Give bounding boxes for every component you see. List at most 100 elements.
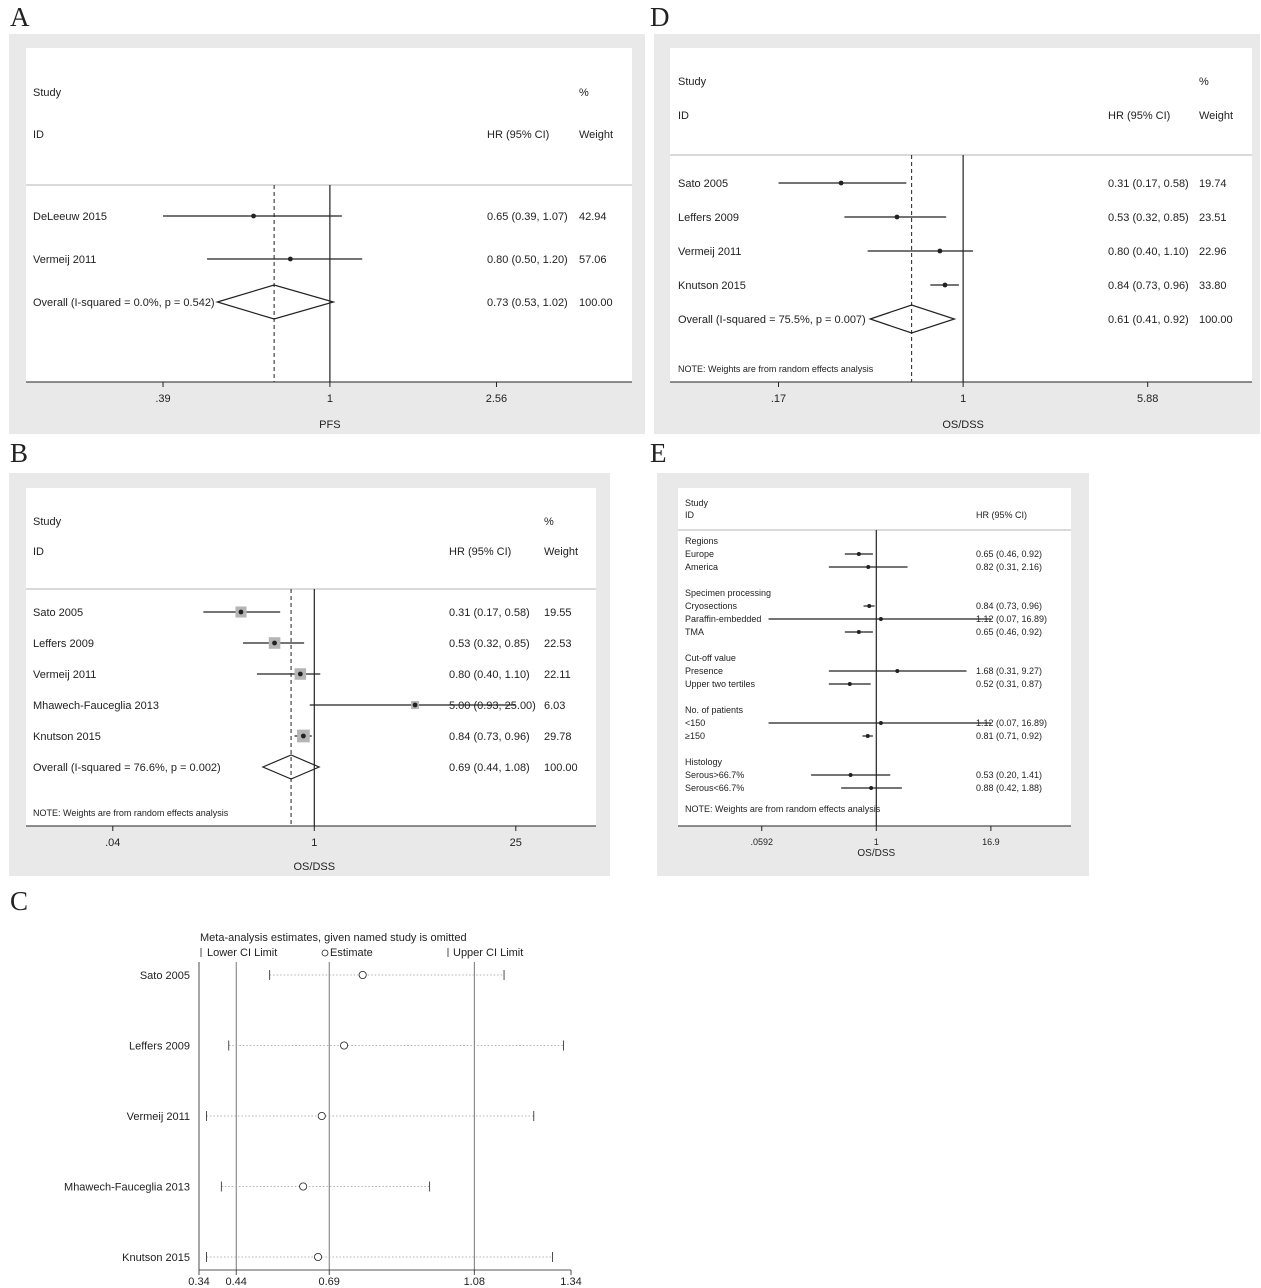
panel-c-tick-label: 1.08 bbox=[464, 1276, 485, 1288]
panel-e-row-label: Serous>66.7% bbox=[685, 770, 744, 780]
panel-e-point-estimate bbox=[856, 630, 861, 634]
panel-e-header-id: ID bbox=[685, 510, 695, 520]
panel-e-row-label: TMA bbox=[685, 627, 704, 637]
panel-a-header-hr: HR (95% CI) bbox=[487, 129, 549, 141]
panel-e-hr-value: 0.53 (0.20, 1.41) bbox=[976, 770, 1042, 780]
panel-a-header-id: ID bbox=[33, 129, 44, 141]
panel-c-tick-label: 0.44 bbox=[225, 1276, 246, 1288]
panel-a-overall-diamond bbox=[215, 284, 336, 320]
panel-d-hr-value: 0.80 (0.40, 1.10) bbox=[1108, 246, 1189, 258]
panel-b-hr-value: 0.80 (0.40, 1.10) bbox=[449, 669, 530, 681]
panel-b-point-estimate bbox=[272, 640, 277, 646]
panel-a-overall-weight: 100.00 bbox=[579, 297, 613, 309]
panel-b-tick-label: 25 bbox=[510, 837, 522, 849]
panel-b-study-label: Knutson 2015 bbox=[33, 731, 101, 743]
panel-b-overall-weight: 100.00 bbox=[544, 762, 578, 774]
panel-e-row-label: Presence bbox=[685, 666, 723, 676]
panel-a-hr-value: 0.80 (0.50, 1.20) bbox=[487, 254, 568, 266]
panel-d-plot-area bbox=[670, 48, 1252, 382]
panel-b-tick-label: .04 bbox=[105, 837, 120, 849]
panel-e-row-label: ≥150 bbox=[685, 731, 705, 741]
panel-e-hr-value: 0.88 (0.42, 1.88) bbox=[976, 783, 1042, 793]
panel-e-group-title: Histology bbox=[685, 757, 723, 767]
panel-d-note: NOTE: Weights are from random effects an… bbox=[678, 364, 874, 374]
panel-e-hr-value: 1.12 (0.07, 16.89) bbox=[976, 614, 1047, 624]
panel-b-point-estimate bbox=[297, 671, 303, 677]
panel-e-hr-value: 0.65 (0.46, 0.92) bbox=[976, 627, 1042, 637]
panel-c-estimate bbox=[314, 1253, 323, 1262]
panel-b-overall-diamond bbox=[261, 754, 321, 780]
panel-c-estimate bbox=[299, 1182, 308, 1191]
panel-e-point-estimate bbox=[867, 604, 872, 608]
panel-c-estimate bbox=[317, 1112, 326, 1121]
panel-c-study-label: Sato 2005 bbox=[140, 970, 190, 982]
panel-e-point-estimate bbox=[866, 565, 871, 569]
panel-c-estimate bbox=[340, 1041, 349, 1050]
panel-d-point-estimate bbox=[894, 214, 900, 220]
panel-b-note: NOTE: Weights are from random effects an… bbox=[33, 808, 229, 818]
panel-e-x-label: OS/DSS bbox=[857, 848, 895, 859]
panel-label-c: C bbox=[10, 886, 29, 916]
panel-b-hr-value: 0.84 (0.73, 0.96) bbox=[449, 731, 530, 743]
panel-e-hr-value: 1.68 (0.31, 9.27) bbox=[976, 666, 1042, 676]
panel-a-point-estimate bbox=[251, 213, 256, 219]
panel-e-row-label: Upper two tertiles bbox=[685, 679, 756, 689]
panel-a-tick-label: .39 bbox=[155, 393, 170, 405]
panel-b-weight-value: 19.55 bbox=[544, 607, 572, 619]
panel-d-study-label: Knutson 2015 bbox=[678, 280, 746, 292]
panel-b-header-id: ID bbox=[33, 546, 44, 558]
panel-c-title: Meta-analysis estimates, given named stu… bbox=[200, 932, 467, 944]
panel-e-row-label: Paraffin-embedded bbox=[685, 614, 761, 624]
panel-a-point-estimate bbox=[287, 256, 293, 262]
panel-a-header-study: Study bbox=[33, 87, 62, 99]
panel-b-header-percent: % bbox=[544, 516, 554, 528]
panel-b-header-study: Study bbox=[33, 516, 62, 528]
panel-d-overall-hr: 0.61 (0.41, 0.92) bbox=[1108, 314, 1189, 326]
panel-d-header-id: ID bbox=[678, 110, 689, 122]
panel-d-hr-value: 0.31 (0.17, 0.58) bbox=[1108, 178, 1189, 190]
panel-b-point-estimate bbox=[300, 733, 306, 739]
panel-d-tick-label: .17 bbox=[771, 393, 786, 405]
panel-d-header-percent: % bbox=[1199, 76, 1209, 88]
panel-b-header-hr: HR (95% CI) bbox=[449, 546, 511, 558]
panel-b-plot-area bbox=[26, 488, 596, 826]
panel-b-weight-value: 6.03 bbox=[544, 700, 565, 712]
panel-e-point-estimate bbox=[878, 617, 883, 621]
panel-a-hr-value: 0.65 (0.39, 1.07) bbox=[487, 211, 568, 223]
panel-b-hr-value: 0.31 (0.17, 0.58) bbox=[449, 607, 530, 619]
panel-d-tick-label: 1 bbox=[960, 393, 966, 405]
panel-e-tick-label: 16.9 bbox=[982, 837, 1000, 847]
panel-d-point-estimate bbox=[942, 282, 948, 288]
panel-d-x-label: OS/DSS bbox=[942, 419, 984, 431]
panel-d-study-label: Sato 2005 bbox=[678, 178, 728, 190]
panel-a-header-weight: Weight bbox=[579, 129, 613, 141]
panel-d-header-weight: Weight bbox=[1199, 110, 1233, 122]
panel-d-header-hr: HR (95% CI) bbox=[1108, 110, 1170, 122]
panel-e-row-label: Cryosections bbox=[685, 601, 738, 611]
panel-e-hr-value: 0.81 (0.71, 0.92) bbox=[976, 731, 1042, 741]
panel-b-study-label: Mhawech-Fauceglia 2013 bbox=[33, 700, 159, 712]
panel-b-hr-value: 5.00 (0.93, 25.00) bbox=[449, 700, 536, 712]
panel-b-x-label: OS/DSS bbox=[294, 861, 336, 873]
panel-e-row-label: America bbox=[685, 562, 718, 572]
panel-d-study-label: Leffers 2009 bbox=[678, 212, 739, 224]
panel-a-tick-label: 1 bbox=[327, 393, 333, 405]
panel-e-hr-value: 0.65 (0.46, 0.92) bbox=[976, 549, 1042, 559]
panel-b-weight-value: 29.78 bbox=[544, 731, 572, 743]
panel-b-study-label: Leffers 2009 bbox=[33, 638, 94, 650]
panel-c-legend-upper: Upper CI Limit bbox=[453, 947, 523, 959]
panel-e-hr-value: 0.52 (0.31, 0.87) bbox=[976, 679, 1042, 689]
panel-a-header-percent: % bbox=[579, 87, 589, 99]
panel-c-legend-lower: Lower CI Limit bbox=[207, 947, 277, 959]
panel-e-point-estimate bbox=[856, 552, 861, 556]
panel-d-hr-value: 0.84 (0.73, 0.96) bbox=[1108, 280, 1189, 292]
panel-e-group-title: Regions bbox=[685, 536, 719, 546]
panel-label-a: A bbox=[10, 2, 30, 32]
panel-e-row-label: Serous<66.7% bbox=[685, 783, 744, 793]
panel-d-overall-weight: 100.00 bbox=[1199, 314, 1233, 326]
panel-label-d: D bbox=[650, 2, 670, 32]
panel-a-study-label: DeLeeuw 2015 bbox=[33, 211, 107, 223]
panel-e-group-title: Cut-off value bbox=[685, 653, 736, 663]
panel-d-study-label: Vermeij 2011 bbox=[678, 246, 741, 258]
panel-e-header-hr: HR (95% CI) bbox=[976, 510, 1027, 520]
